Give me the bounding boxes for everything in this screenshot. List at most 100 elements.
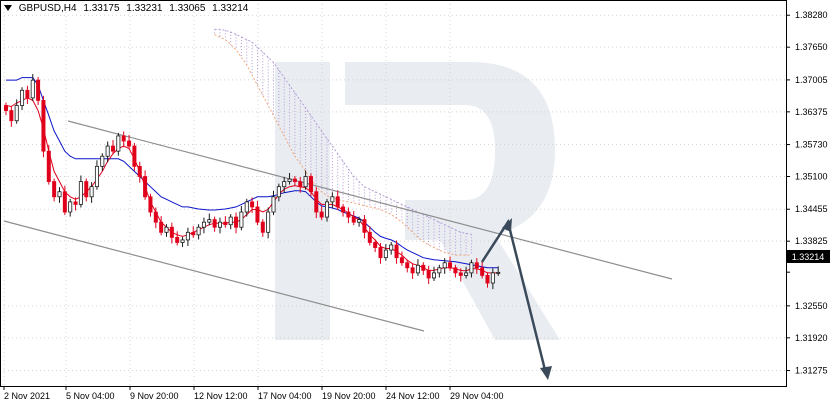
- candle-body: [453, 267, 458, 274]
- candle-body: [389, 244, 394, 251]
- candle-body: [132, 145, 137, 167]
- candle-body: [367, 231, 372, 243]
- candle-body: [266, 211, 271, 233]
- y-tick-label: 1.31920: [795, 333, 828, 343]
- candle-body: [100, 155, 105, 167]
- y-tick-label: 1.36375: [795, 107, 828, 117]
- candle-body: [185, 231, 190, 241]
- candle-body: [41, 100, 46, 152]
- candles: [4, 74, 501, 290]
- watermark-logo: [275, 62, 560, 340]
- candle-body: [341, 206, 346, 213]
- candle-body: [383, 249, 388, 259]
- candle-body: [105, 145, 110, 157]
- candle-body: [68, 201, 73, 213]
- candle-body: [73, 201, 78, 205]
- x-tick-label: 9 Nov 20:00: [130, 391, 179, 401]
- low-value: 1.33065: [169, 3, 206, 14]
- candle-body: [239, 211, 244, 228]
- candle-body: [25, 89, 30, 99]
- time-axis[interactable]: 2 Nov 2021 5 Nov 04:00 9 Nov 20:00 12 Nov 1…: [3, 386, 504, 401]
- trend-channel[interactable]: [3, 120, 673, 332]
- dropdown-triangle-icon[interactable]: [4, 5, 12, 12]
- candle-body: [148, 196, 153, 213]
- candle-body: [84, 181, 89, 198]
- candle-body: [335, 196, 340, 208]
- candle-body: [89, 186, 94, 198]
- candle-body: [442, 262, 447, 269]
- close-value: 1.33214: [212, 3, 249, 14]
- channel-upper-line: [67, 120, 673, 280]
- candle-body: [282, 181, 287, 188]
- candle-body: [255, 206, 260, 223]
- candle-body: [46, 150, 51, 182]
- candle-body: [169, 226, 174, 238]
- symbol-label: GBPUSD,H4: [18, 3, 77, 14]
- candle-body: [180, 239, 185, 243]
- candle-body: [36, 79, 41, 101]
- candle-body: [111, 145, 116, 152]
- grid-lines: [0, 0, 786, 386]
- candle-body: [330, 196, 335, 203]
- ichimoku-cloud: [214, 28, 472, 256]
- y-tick-label: 1.35730: [795, 140, 828, 150]
- candle-body: [175, 236, 180, 243]
- candle-body: [116, 135, 121, 152]
- candle-body: [480, 267, 485, 276]
- candle-body: [448, 262, 453, 269]
- open-value: 1.33175: [83, 3, 120, 14]
- candle-body: [9, 110, 14, 122]
- candle-body: [474, 262, 479, 269]
- y-tick-label: 1.32550: [795, 301, 828, 311]
- candle-body: [437, 267, 442, 274]
- candle-body: [324, 201, 329, 218]
- candle-body: [490, 272, 495, 284]
- candle-body: [201, 221, 206, 228]
- candle-body: [496, 271, 501, 274]
- candle-body: [319, 211, 324, 218]
- candle-body: [121, 135, 126, 142]
- candle-body: [399, 257, 404, 264]
- candle-body: [14, 105, 19, 122]
- x-tick-label: 19 Nov 20:00: [322, 391, 376, 401]
- candle-body: [20, 89, 25, 106]
- candle-body: [234, 216, 239, 228]
- y-tick-label: 1.37005: [795, 75, 828, 85]
- candle-body: [217, 221, 222, 228]
- channel-lower-line: [3, 220, 425, 332]
- candle-body: [212, 219, 217, 228]
- candle-body: [57, 191, 62, 198]
- candle-body: [464, 272, 469, 276]
- candle-body: [351, 216, 356, 223]
- candle-body: [410, 267, 415, 274]
- candle-body: [292, 178, 297, 182]
- current-price-marker: 1.33214: [787, 250, 830, 263]
- candle-body: [159, 221, 164, 233]
- candle-body: [207, 219, 212, 223]
- candle-body: [244, 201, 249, 213]
- senkou-a-line: [214, 34, 472, 256]
- candle-body: [228, 216, 233, 226]
- y-tick-label: 1.33825: [795, 236, 828, 246]
- x-tick-label: 17 Nov 04:00: [258, 391, 312, 401]
- candle-body: [415, 264, 420, 274]
- candle-body: [223, 221, 228, 226]
- current-price-label: 1.33214: [792, 252, 825, 262]
- candle-body: [426, 269, 431, 279]
- y-tick-label: 1.31275: [795, 366, 828, 376]
- x-tick-label: 5 Nov 04:00: [66, 391, 115, 401]
- candle-body: [191, 231, 196, 236]
- candle-body: [362, 219, 367, 233]
- candle-body: [78, 181, 83, 205]
- candle-body: [137, 165, 142, 177]
- candle-body: [4, 105, 9, 111]
- candle-body: [485, 275, 490, 284]
- price-axis[interactable]: 1.38280 1.37650 1.37005 1.36375 1.35730 1.351…: [786, 10, 828, 376]
- candle-body: [431, 272, 436, 279]
- candle-body: [458, 272, 463, 276]
- y-tick-label: 1.34455: [795, 204, 828, 214]
- candle-body: [271, 196, 276, 213]
- candle-body: [469, 262, 474, 274]
